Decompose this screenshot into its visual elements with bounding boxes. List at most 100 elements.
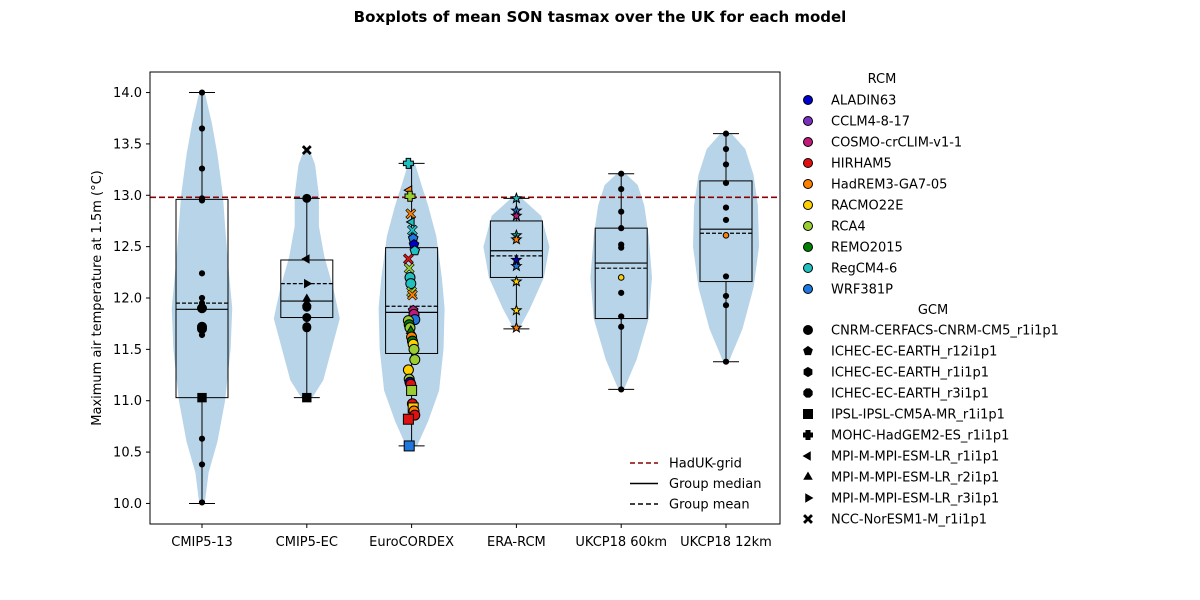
y-tick-label: 11.5 bbox=[113, 343, 142, 358]
rcm-legend-label: ALADIN63 bbox=[831, 94, 896, 109]
x-tick-label: EuroCORDEX bbox=[369, 535, 454, 550]
point-UKCP18 60km-7 bbox=[618, 289, 625, 296]
point-UKCP18 60km-9 bbox=[618, 323, 625, 330]
point-ERA-RCM-2 bbox=[510, 209, 523, 222]
point-UKCP18 60km-1 bbox=[618, 186, 625, 193]
y-tick-label: 10.0 bbox=[113, 497, 142, 512]
point-CMIP5-EC-0 bbox=[301, 145, 312, 155]
rcm-legend-label: CCLM4-8-17 bbox=[831, 115, 910, 130]
point-UKCP18 12km-9 bbox=[722, 302, 730, 309]
eurocordex-point-31 bbox=[406, 384, 418, 396]
gcm-legend-marker bbox=[803, 409, 813, 419]
gcm-legend-marker bbox=[803, 388, 813, 398]
x-tick-label: CMIP5-EC bbox=[276, 535, 338, 550]
gcm-legend-marker bbox=[802, 451, 811, 461]
x-tick-label: ERA-RCM bbox=[487, 535, 546, 550]
rcm-legend-marker bbox=[803, 116, 813, 126]
point-CMIP5-13-6 bbox=[198, 294, 206, 302]
y-tick-label: 13.5 bbox=[113, 137, 142, 152]
violin-CMIP5-EC bbox=[273, 150, 340, 398]
point-CMIP5-EC-8 bbox=[302, 313, 312, 323]
eurocordex-point-27 bbox=[402, 364, 414, 376]
point-CMIP5-13-2 bbox=[198, 165, 206, 172]
point-CMIP5-13-11 bbox=[198, 331, 206, 339]
eurocordex-point-10 bbox=[403, 262, 415, 274]
point-UKCP18 60km-8 bbox=[618, 313, 625, 320]
point-CMIP5-13-0 bbox=[198, 89, 206, 96]
point-CMIP5-13-14 bbox=[198, 461, 206, 468]
gcm-legend-marker bbox=[803, 366, 813, 378]
eurocordex-point-9 bbox=[402, 253, 414, 265]
eurocordex-point-5 bbox=[406, 224, 418, 236]
eurocordex-point-36 bbox=[402, 413, 414, 425]
eurocordex-point-26 bbox=[409, 354, 421, 366]
gcm-legend-marker bbox=[803, 430, 813, 440]
point-CMIP5-13-8 bbox=[197, 303, 207, 314]
point-UKCP18 12km-0 bbox=[722, 130, 730, 137]
point-CMIP5-EC-0-shape bbox=[301, 145, 312, 155]
gcm-legend-label: ICHEC-EC-EARTH_r3i1p1 bbox=[831, 387, 989, 402]
y-tick-label: 14.0 bbox=[113, 86, 142, 101]
point-UKCP18 12km-4 bbox=[722, 204, 730, 211]
rcm-legend-label: HIRHAM5 bbox=[831, 157, 892, 172]
rcm-legend-title: RCM bbox=[868, 72, 897, 87]
y-tick-label: 11.0 bbox=[113, 394, 142, 409]
gcm-legend-label: MPI-M-MPI-ESM-LR_r3i1p1 bbox=[831, 492, 999, 507]
eurocordex-point-5-shape bbox=[406, 224, 418, 236]
point-UKCP18 12km-8 bbox=[722, 292, 730, 300]
gcm-legend-label: ICHEC-EC-EARTH_r12i1p1 bbox=[831, 345, 997, 360]
y-tick-label: 10.5 bbox=[113, 446, 142, 461]
y-tick-label: 12.0 bbox=[113, 292, 142, 307]
point-ERA-RCM-4 bbox=[510, 232, 523, 245]
y-axis-label: Maximum air temperature at 1.5m (°C) bbox=[90, 170, 105, 425]
point-CMIP5-EC-1 bbox=[302, 193, 312, 203]
point-UKCP18 12km-3 bbox=[722, 179, 730, 187]
point-CMIP5-EC-7 bbox=[302, 302, 312, 312]
rcm-legend-marker bbox=[803, 137, 813, 147]
x-tick-label: CMIP5-13 bbox=[171, 535, 232, 550]
point-UKCP18 12km-1 bbox=[722, 145, 730, 153]
point-CMIP5-13-1 bbox=[198, 125, 206, 132]
eurocordex-point-0 bbox=[402, 157, 414, 169]
rcm-legend-marker bbox=[803, 221, 813, 231]
eurocordex-point-25 bbox=[408, 343, 420, 355]
point-CMIP5-13-13 bbox=[198, 435, 206, 442]
x-tick-label: UKCP18 12km bbox=[680, 535, 772, 550]
rcm-legend-marker bbox=[803, 263, 813, 273]
y-tick-label: 12.5 bbox=[113, 240, 142, 255]
point-UKCP18 60km-10 bbox=[618, 386, 625, 393]
rcm-legend-label: RegCM4-6 bbox=[831, 262, 897, 277]
gcm-legend-label: IPSL-IPSL-CM5A-MR_r1i1p1 bbox=[831, 408, 1005, 423]
point-UKCP18 12km-6 bbox=[722, 232, 730, 239]
point-ERA-RCM-0 bbox=[510, 191, 523, 204]
rcm-legend-label: RCA4 bbox=[831, 220, 866, 235]
point-ERA-RCM-9 bbox=[510, 321, 523, 334]
point-UKCP18 60km-0 bbox=[618, 170, 625, 177]
gcm-legend-marker bbox=[803, 345, 813, 356]
rcm-legend-marker bbox=[803, 179, 813, 189]
gcm-legend-marker bbox=[803, 514, 813, 524]
point-ERA-RCM-7 bbox=[510, 275, 523, 287]
eurocordex-point-9-shape bbox=[402, 253, 414, 265]
gcm-legend-marker bbox=[803, 325, 813, 335]
violin-UKCP18 12km bbox=[693, 133, 759, 362]
rcm-legend-label: REMO2015 bbox=[831, 241, 903, 256]
point-ERA-RCM-8 bbox=[510, 303, 523, 316]
eurocordex-point-10-shape bbox=[403, 262, 415, 274]
eurocordex-point-4 bbox=[405, 216, 415, 228]
gcm-legend-label: ICHEC-EC-EARTH_r1i1p1 bbox=[831, 366, 989, 381]
point-CMIP5-13-5 bbox=[198, 270, 206, 277]
point-ERA-RCM-6 bbox=[510, 259, 523, 272]
point-CMIP5-EC-11 bbox=[302, 392, 312, 403]
eurocordex-point-37 bbox=[403, 440, 415, 452]
gcm-legend-marker bbox=[803, 471, 813, 480]
point-UKCP18 60km-3 bbox=[618, 225, 625, 232]
rcm-legend-marker bbox=[803, 95, 813, 105]
point-CMIP5-13-12 bbox=[197, 392, 207, 403]
point-CMIP5-13-15 bbox=[198, 499, 206, 506]
point-UKCP18 60km-5 bbox=[618, 244, 625, 251]
rcm-legend-label: RACMO22E bbox=[831, 199, 903, 214]
chart-title: Boxplots of mean SON tasmax over the UK … bbox=[353, 8, 847, 26]
eurocordex-point-14-shape bbox=[406, 289, 418, 301]
